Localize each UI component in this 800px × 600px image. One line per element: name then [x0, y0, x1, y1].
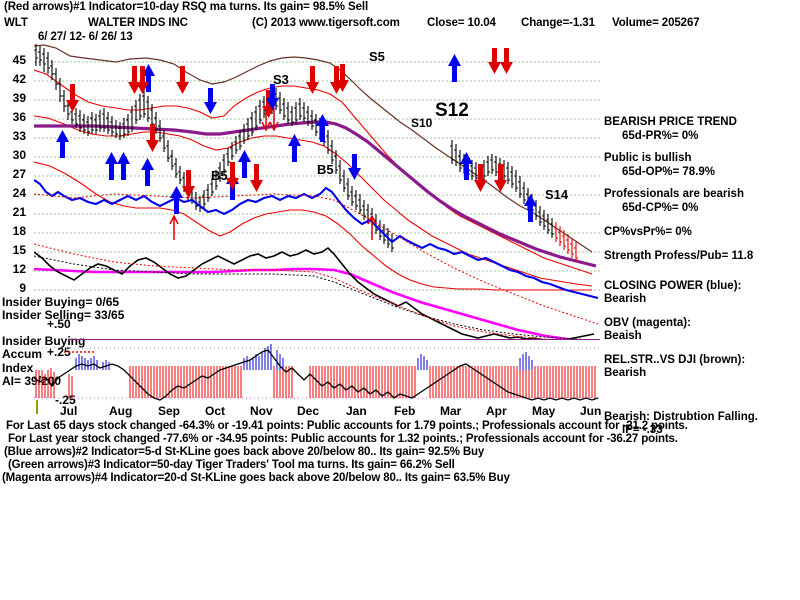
month-label: May [532, 404, 556, 418]
professionals-value: 65d-CP%= 0% [622, 202, 699, 214]
ai-smoothed-line [34, 349, 599, 401]
scale-minus-25: -.25 [55, 393, 76, 407]
price-tick: 9 [19, 281, 26, 295]
closing-power-title: CLOSING POWER (blue): [604, 280, 742, 292]
axis-start-tick [36, 400, 38, 414]
time-axis: Jul Aug Sep Oct Nov Dec Jan Feb Mar Apr … [34, 400, 602, 420]
secondary-arrows [169, 108, 377, 240]
closing-power-value: Bearish [604, 293, 647, 305]
accum-index-svg[interactable] [34, 344, 600, 406]
month-label: Feb [394, 404, 416, 418]
secondary-blue-arrows [204, 84, 361, 180]
footer-line-lastyear: For Last year stock changed -77.6% or -3… [8, 433, 678, 445]
insider-buying-count: Insider Buying= 0/65 [2, 295, 120, 309]
month-label: Jul [60, 404, 78, 418]
month-label: Sep [158, 404, 181, 418]
price-chart-canvas[interactable] [34, 44, 600, 340]
footer-line-indicator4: (Magenta arrows)#4 Indicator=20-d St-KLi… [2, 472, 510, 484]
rel-str-title: REL.STR..VS DJI (brown): [604, 354, 746, 366]
month-label: Mar [440, 404, 462, 418]
annotation-b5-right: B5 [317, 162, 334, 177]
analysis-side-panel: BEARISH PRICE TREND 65d-PR%= 0% Public i… [600, 116, 800, 436]
price-tick: 27 [12, 167, 26, 181]
footer-line-65days: For Last 65 days stock changed -64.3% or… [6, 420, 688, 432]
price-tick: 30 [12, 148, 26, 162]
rel-str-line [34, 44, 593, 253]
public-sentiment-value: 65d-OP%= 78.9% [622, 166, 716, 178]
annotation-s10: S10 [411, 116, 433, 130]
obv-line [34, 267, 593, 340]
distribution-ip-value: IP= -.33 [622, 424, 663, 436]
accum-index-title-line3: Index [2, 361, 34, 375]
price-tick: 21 [12, 205, 26, 219]
price-tick: 18 [12, 224, 26, 238]
sell-arrows [66, 48, 513, 198]
annotation-s5: S5 [369, 49, 385, 64]
footer-notes: For Last 65 days stock changed -64.3% or… [0, 420, 800, 484]
change-value: Change=-1.31 [521, 17, 595, 29]
obv-value: Beaish [604, 330, 642, 342]
price-tick: 12 [12, 262, 26, 276]
annotation-s14: S14 [545, 187, 569, 202]
month-label: Aug [109, 404, 133, 418]
month-label: Jan [346, 404, 367, 418]
price-tick: 36 [12, 110, 26, 124]
accum-index-title-line1: Insider Buying [2, 334, 86, 348]
accum-separator-line [68, 339, 600, 340]
public-sentiment-title: Public is bullish [604, 152, 692, 164]
price-tick: 15 [12, 243, 26, 257]
price-tick: 24 [12, 186, 26, 200]
price-tick: 42 [12, 72, 26, 86]
month-label: Dec [297, 404, 320, 418]
footer-line-indicator3: (Green arrows)#3 Indicator=50-day Tiger … [8, 459, 455, 471]
cp-trend-dotted [34, 193, 599, 325]
copyright-notice: (C) 2013 www.tigersoft.com [252, 17, 400, 29]
accum-index-title-line2: Accum [2, 347, 43, 361]
price-chart-svg[interactable] [34, 44, 600, 340]
company-name: WALTER INDS INC [88, 17, 188, 29]
month-label: Jun [580, 404, 602, 418]
annotation-s12: S12 [435, 100, 469, 121]
price-tick: 39 [12, 91, 26, 105]
symbol-ticker: WLT [4, 17, 28, 29]
scale-plus-25: +.25 [47, 345, 71, 359]
date-range: 6/ 27/ 12- 6/ 26/ 13 [38, 31, 133, 43]
month-label: Apr [486, 404, 507, 418]
price-tick: 33 [12, 129, 26, 143]
ai-histogram [35, 344, 596, 398]
closing-power-line [34, 179, 599, 300]
annotation-s3: S3 [273, 72, 289, 87]
close-value: Close= 10.04 [427, 17, 496, 29]
accum-index-chart[interactable] [34, 344, 600, 406]
annotation-b5-left: B5 [211, 168, 228, 183]
volume-value: Volume= 205267 [612, 17, 700, 29]
month-label: Oct [205, 404, 226, 418]
distribution-title: Bearish: Distrubtion Falling. [604, 411, 758, 423]
obv-title: OBV (magenta): [604, 317, 691, 329]
price-tick: 45 [12, 53, 26, 67]
cp-vs-pr-value: CP%vsPr%= 0% [604, 226, 692, 238]
moving-average-line [34, 120, 597, 268]
price-trend-title: BEARISH PRICE TREND [604, 116, 737, 128]
indicator-1-line: (Red arrows)#1 Indicator=10-day RSQ ma t… [4, 1, 369, 13]
price-bars-tail [554, 222, 578, 262]
lower-band-line [34, 161, 592, 291]
obv-raw-line [34, 246, 595, 340]
strength-ratio-value: Strength Profess/Pub= 11.8 [604, 250, 754, 262]
footer-line-indicator2: (Blue arrows)#2 Indicator=5-d St-KLine g… [4, 446, 485, 458]
rel-str-value: Bearish [604, 367, 647, 379]
professionals-title: Professionals are bearish [604, 188, 744, 200]
price-trend-value: 65d-PR%= 0% [622, 130, 699, 142]
insider-selling-count: Insider Selling= 33/65 [2, 308, 125, 322]
scale-plus-50: +.50 [47, 317, 71, 331]
month-label: Nov [250, 404, 273, 418]
buy-arrows [56, 54, 537, 222]
